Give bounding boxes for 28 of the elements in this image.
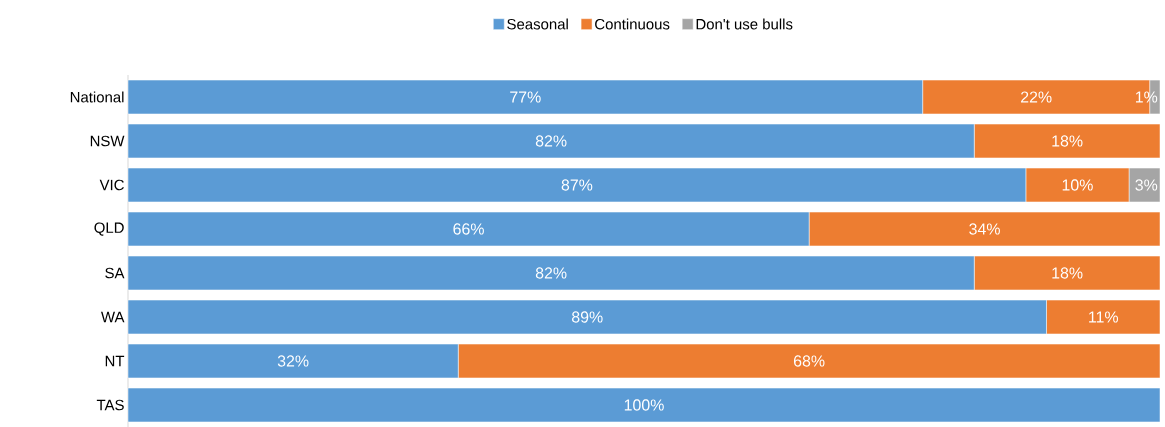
data-label: 66% [453,223,484,235]
data-label: 87% [561,179,593,191]
y-tick-label: National [70,91,124,103]
y-tick-label: SA [105,267,125,279]
data-label: 3% [1135,179,1158,191]
data-label: 11% [1089,311,1119,323]
data-label: 82% [535,267,567,279]
y-tick-label: NSW [90,135,125,147]
data-label: 68% [793,355,825,367]
y-tick-label: WA [101,311,125,323]
legend-label: Continuous [595,18,670,30]
data-label: 32% [277,355,309,367]
legend-label: Seasonal [507,18,568,30]
y-tick-label: QLD [94,222,124,236]
data-label: 100% [624,399,664,411]
data-label: 22% [1021,91,1052,103]
data-label: 82% [535,135,567,147]
data-label: 18% [1052,135,1083,147]
y-tick-label: NT [105,355,125,367]
data-label: 77% [510,91,541,103]
data-label: 34% [969,223,1000,235]
y-tick-label: VIC [99,179,124,191]
bar [127,387,1161,423]
y-tick-label: TAS [96,399,124,411]
data-label: 10% [1062,179,1093,191]
data-label: 89% [571,311,603,323]
data-label: 18% [1052,267,1083,279]
legend-label: Don't use bulls [696,18,793,30]
